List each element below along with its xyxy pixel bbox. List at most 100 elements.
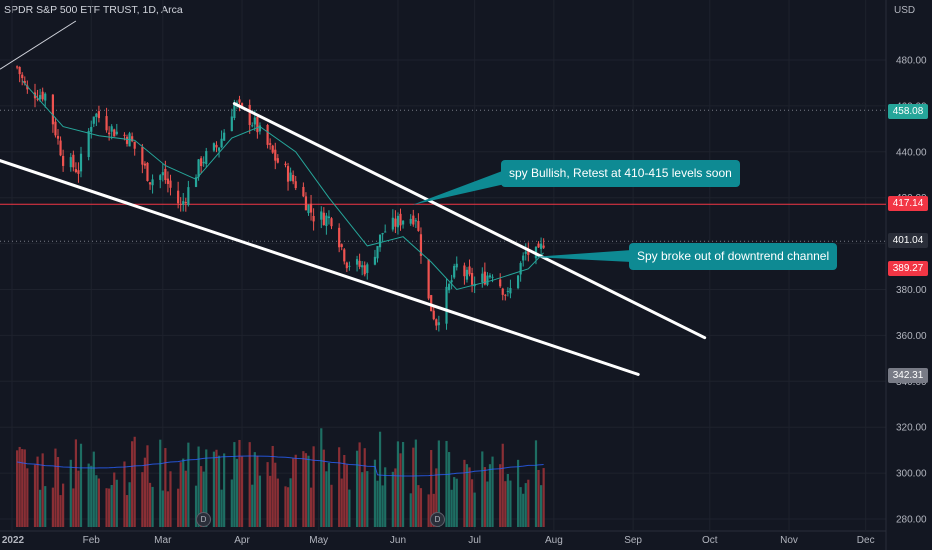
candle-body: [41, 91, 44, 100]
dividend-badge-mar[interactable]: D: [196, 512, 211, 527]
candle-body: [108, 132, 111, 135]
x-tick-label: Apr: [234, 535, 250, 546]
volume-bar: [394, 468, 397, 527]
candle-body: [373, 256, 377, 265]
volume-bar: [276, 478, 279, 527]
volume-bar: [248, 442, 251, 527]
volume-bar: [378, 431, 382, 527]
candle-body: [445, 286, 448, 324]
x-tick-label: Feb: [83, 535, 101, 546]
candle-body: [266, 124, 269, 145]
candle-body: [292, 174, 295, 182]
candle-body: [59, 140, 62, 156]
candle-body: [269, 143, 272, 145]
candle-body: [396, 215, 400, 228]
volume-bar: [504, 481, 507, 527]
candle-body: [253, 117, 256, 125]
candle-body: [437, 322, 440, 326]
candle-body: [90, 126, 93, 132]
candle-body: [77, 170, 80, 174]
volume-bar: [230, 479, 233, 527]
volume-bar: [435, 468, 438, 527]
candle-body: [166, 178, 170, 184]
volume-bar: [115, 479, 118, 527]
candle-body: [366, 264, 369, 273]
volume-bar: [256, 455, 259, 527]
callout-breakout[interactable]: Spy broke out of downtrend channel: [629, 243, 838, 270]
volume-bar: [491, 456, 494, 527]
volume-bar: [427, 494, 430, 527]
y-tick-label: 320.00: [896, 423, 927, 434]
candle-body: [504, 294, 507, 296]
volume-bar: [223, 453, 226, 527]
callout-breakout-pointer: [532, 250, 632, 262]
volume-bar: [302, 451, 305, 527]
volume-bar: [197, 446, 200, 527]
chart-title: SPDR S&P 500 ETF TRUST, 1D, Arca: [4, 4, 183, 16]
candle-body: [215, 144, 218, 148]
currency-label: USD: [894, 5, 916, 16]
volume-bar: [419, 488, 423, 527]
volume-bar: [108, 488, 111, 527]
volume-bar: [414, 439, 417, 527]
candle-body: [187, 187, 190, 205]
candle-body: [453, 265, 456, 278]
candle-body: [74, 169, 77, 173]
volume-bar: [338, 447, 341, 527]
candle-body: [327, 216, 331, 219]
volume-bar: [330, 484, 333, 527]
volume-bar: [97, 478, 101, 527]
volume-bar: [417, 485, 420, 527]
candle-body: [105, 116, 108, 131]
candle-body: [394, 218, 397, 227]
volume-bar: [516, 459, 520, 527]
candle-body: [72, 154, 75, 168]
volume-bar: [401, 442, 405, 527]
volume-bar: [233, 442, 236, 527]
volume-bar: [240, 456, 244, 527]
volume-bar: [430, 450, 433, 527]
candle-body: [125, 136, 129, 144]
candle-body: [516, 275, 520, 289]
volume-bar: [363, 448, 366, 527]
volume-bar: [284, 486, 287, 527]
volume-bar: [123, 461, 126, 527]
candle-body: [217, 147, 221, 151]
candle-body: [276, 158, 279, 163]
callout-retest[interactable]: spy Bullish, Retest at 410-415 levels so…: [501, 160, 740, 187]
volume-bar: [90, 465, 93, 527]
volume-bar: [194, 485, 198, 527]
volume-bar: [473, 492, 476, 527]
candle-body: [56, 136, 60, 139]
volume-bar: [345, 464, 348, 527]
candle-body: [69, 157, 72, 168]
volume-bar: [184, 470, 187, 527]
candle-body: [519, 263, 522, 275]
candle-body: [343, 249, 346, 262]
y-tick-label: 380.00: [896, 285, 927, 296]
candle-body: [62, 155, 65, 166]
candle-body: [537, 243, 540, 248]
candle-body: [200, 158, 203, 167]
volume-bar: [200, 466, 203, 527]
candle-body: [151, 179, 154, 186]
candle-body: [123, 134, 126, 136]
volume-bar: [159, 439, 162, 527]
volume-bar: [217, 455, 221, 527]
dividend-badge-jun[interactable]: D: [430, 512, 445, 527]
volume-bar: [23, 449, 26, 527]
volume-bar: [56, 457, 60, 527]
volume-bar: [182, 458, 185, 527]
volume-bar: [384, 467, 387, 527]
candle-body: [470, 272, 474, 285]
candle-body: [184, 202, 187, 204]
volume-bar: [373, 459, 377, 527]
x-tick-label: Sep: [624, 535, 642, 546]
volume-bar: [215, 449, 218, 527]
volume-bar: [465, 464, 469, 527]
candle-body: [401, 220, 405, 225]
x-tick-label: 2022: [2, 535, 25, 546]
x-tick-label: Nov: [780, 535, 798, 546]
volume-bar: [463, 459, 466, 527]
